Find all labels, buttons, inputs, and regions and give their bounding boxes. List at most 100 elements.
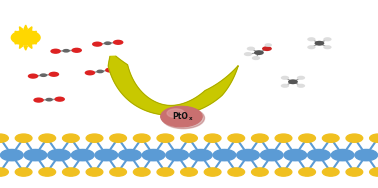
- Circle shape: [281, 84, 289, 88]
- Circle shape: [62, 134, 79, 142]
- Circle shape: [110, 168, 126, 176]
- Circle shape: [204, 134, 221, 142]
- Circle shape: [62, 49, 70, 53]
- Polygon shape: [15, 40, 19, 44]
- Circle shape: [244, 52, 252, 56]
- Circle shape: [275, 168, 292, 176]
- Circle shape: [49, 72, 59, 77]
- Polygon shape: [28, 44, 32, 49]
- Circle shape: [39, 134, 56, 142]
- Circle shape: [157, 134, 174, 142]
- Circle shape: [96, 70, 104, 73]
- Circle shape: [11, 30, 40, 45]
- Polygon shape: [24, 46, 28, 50]
- Circle shape: [323, 45, 332, 49]
- Circle shape: [166, 149, 189, 161]
- Circle shape: [157, 168, 174, 176]
- Circle shape: [86, 168, 103, 176]
- Circle shape: [95, 149, 118, 161]
- Circle shape: [284, 149, 307, 161]
- Polygon shape: [13, 36, 17, 39]
- Circle shape: [346, 168, 363, 176]
- Circle shape: [133, 168, 150, 176]
- Circle shape: [323, 37, 332, 41]
- Circle shape: [314, 41, 324, 46]
- Circle shape: [275, 134, 292, 142]
- Circle shape: [104, 41, 112, 45]
- Circle shape: [0, 168, 8, 176]
- Circle shape: [110, 134, 126, 142]
- Polygon shape: [19, 44, 23, 49]
- Circle shape: [281, 76, 289, 80]
- Circle shape: [119, 149, 141, 161]
- Text: x: x: [189, 116, 193, 121]
- Polygon shape: [32, 40, 37, 44]
- Circle shape: [39, 168, 56, 176]
- Circle shape: [113, 40, 124, 45]
- Circle shape: [161, 106, 202, 127]
- Circle shape: [322, 168, 339, 176]
- Circle shape: [288, 79, 298, 84]
- Circle shape: [254, 50, 264, 55]
- Circle shape: [299, 168, 315, 176]
- Circle shape: [260, 149, 283, 161]
- Circle shape: [299, 134, 315, 142]
- Circle shape: [265, 43, 272, 47]
- Circle shape: [228, 168, 245, 176]
- Circle shape: [252, 168, 268, 176]
- Circle shape: [322, 134, 339, 142]
- Circle shape: [54, 97, 65, 102]
- Circle shape: [92, 42, 102, 47]
- Circle shape: [133, 134, 150, 142]
- Circle shape: [24, 149, 47, 161]
- Circle shape: [0, 149, 23, 161]
- Circle shape: [33, 97, 44, 103]
- Circle shape: [105, 67, 116, 73]
- Circle shape: [85, 70, 95, 75]
- Polygon shape: [24, 25, 28, 29]
- Circle shape: [71, 48, 82, 53]
- Circle shape: [162, 108, 204, 129]
- Circle shape: [307, 37, 316, 41]
- Polygon shape: [34, 36, 38, 39]
- Circle shape: [247, 47, 255, 51]
- Circle shape: [297, 76, 305, 80]
- Circle shape: [252, 56, 260, 60]
- Circle shape: [308, 149, 330, 161]
- Circle shape: [370, 134, 378, 142]
- Circle shape: [45, 98, 53, 102]
- Circle shape: [204, 168, 221, 176]
- Circle shape: [346, 134, 363, 142]
- Polygon shape: [32, 31, 37, 35]
- Circle shape: [370, 168, 378, 176]
- Circle shape: [213, 149, 236, 161]
- Circle shape: [228, 134, 245, 142]
- Circle shape: [189, 149, 212, 161]
- Polygon shape: [108, 56, 238, 115]
- Circle shape: [48, 149, 70, 161]
- Circle shape: [262, 46, 272, 51]
- Circle shape: [142, 149, 165, 161]
- Polygon shape: [28, 27, 32, 31]
- Circle shape: [167, 109, 184, 118]
- Circle shape: [50, 49, 61, 54]
- Circle shape: [15, 134, 32, 142]
- Circle shape: [237, 149, 259, 161]
- Polygon shape: [15, 31, 19, 35]
- Circle shape: [62, 168, 79, 176]
- Text: PtO: PtO: [172, 112, 188, 121]
- Circle shape: [252, 134, 268, 142]
- Circle shape: [307, 45, 316, 49]
- Circle shape: [86, 134, 103, 142]
- Circle shape: [15, 168, 32, 176]
- Circle shape: [28, 74, 38, 79]
- Circle shape: [331, 149, 354, 161]
- Circle shape: [40, 73, 47, 77]
- Circle shape: [71, 149, 94, 161]
- Circle shape: [181, 168, 197, 176]
- Polygon shape: [19, 27, 23, 31]
- Circle shape: [0, 134, 8, 142]
- Circle shape: [297, 84, 305, 88]
- Circle shape: [181, 134, 197, 142]
- Circle shape: [355, 149, 378, 161]
